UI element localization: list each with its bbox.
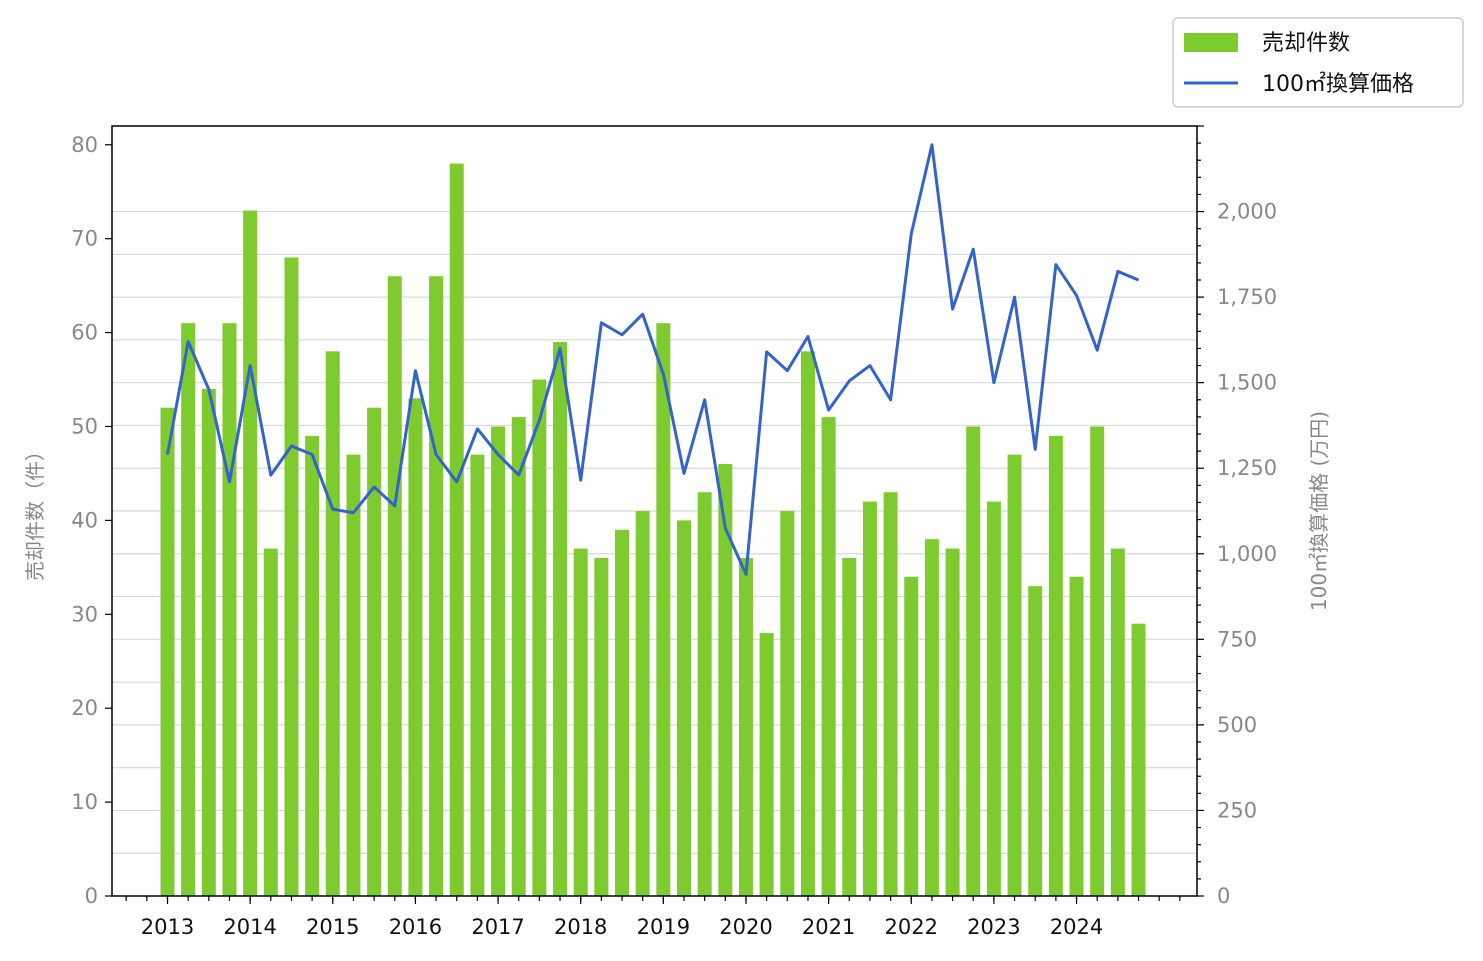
right-axis-label: 100㎡換算価格 (万円) (1307, 411, 1331, 611)
bar (263, 548, 278, 896)
legend-bar-swatch (1184, 33, 1238, 52)
left-axis: 0 10 20 30 40 50 60 70 80 (71, 133, 112, 908)
bar (387, 276, 402, 896)
right-tick-label: 500 (1217, 713, 1257, 737)
bar (429, 276, 444, 896)
bar (924, 539, 939, 896)
bar (986, 501, 1001, 896)
left-axis-label: 売却件数（件） (23, 441, 47, 581)
legend-line-label: 100㎡換算価格 (1262, 71, 1414, 97)
bar (615, 529, 630, 896)
right-tick-label: 250 (1217, 798, 1257, 822)
right-tick-label: 1,250 (1217, 456, 1277, 480)
bar (1069, 576, 1084, 896)
bar (532, 379, 547, 896)
left-tick-label: 80 (71, 133, 98, 157)
bar (904, 576, 919, 896)
x-tick-label: 2013 (141, 915, 194, 939)
bar (594, 557, 609, 896)
x-tick-label: 2024 (1050, 915, 1103, 939)
x-tick-label: 2018 (554, 915, 607, 939)
right-tick-label: 750 (1217, 627, 1257, 651)
bar (449, 163, 464, 896)
x-tick-label: 2022 (885, 915, 938, 939)
bar-series (160, 163, 1146, 897)
bar (780, 511, 795, 896)
bar (1007, 454, 1022, 896)
bar (697, 492, 712, 896)
x-tick-label: 2014 (223, 915, 276, 939)
right-axis: 0 250 500 750 1,000 1,250 1,500 1,750 2,000 (1197, 125, 1277, 908)
plot-frame (111, 125, 1198, 897)
right-tick-label: 1,500 (1217, 371, 1277, 395)
bar (635, 511, 650, 896)
bar (367, 407, 382, 896)
right-tick-label: 1,750 (1217, 285, 1277, 309)
right-tick-label: 1,000 (1217, 542, 1277, 566)
bar (284, 257, 299, 897)
x-tick-label: 2015 (306, 915, 359, 939)
left-tick-label: 70 (71, 227, 98, 251)
bar (325, 351, 340, 896)
bar (511, 417, 526, 896)
right-tick-label: 0 (1217, 884, 1230, 908)
x-tick-label: 2016 (389, 915, 442, 939)
bar (243, 210, 258, 896)
right-tick-label: 2,000 (1217, 200, 1277, 224)
bar (862, 501, 877, 896)
left-tick-label: 50 (71, 414, 98, 438)
left-tick-label: 20 (71, 696, 98, 720)
bar (677, 520, 691, 896)
left-tick-label: 40 (71, 508, 98, 532)
bar (945, 548, 960, 896)
left-tick-label: 0 (85, 884, 98, 908)
bar (883, 492, 898, 896)
bar (553, 341, 568, 897)
x-tick-label: 2021 (802, 915, 855, 939)
bar (842, 557, 857, 896)
bar (1090, 426, 1105, 896)
left-tick-label: 30 (71, 602, 98, 626)
bar (759, 633, 774, 896)
bar (470, 454, 485, 896)
bar (966, 426, 981, 896)
x-tick-label: 2019 (637, 915, 690, 939)
legend: 売却件数 100㎡換算価格 (1172, 17, 1464, 108)
x-tick-label: 2017 (471, 915, 524, 939)
bar (1028, 586, 1043, 896)
bar (160, 407, 175, 896)
bar (656, 323, 671, 896)
bar (800, 351, 815, 896)
bar (1131, 623, 1146, 896)
bar (491, 426, 506, 896)
left-tick-label: 60 (71, 321, 98, 345)
x-tick-label: 2023 (967, 915, 1020, 939)
bar (201, 388, 216, 896)
bar (573, 548, 588, 896)
bar (181, 323, 196, 896)
bar (305, 435, 320, 896)
bar (1110, 548, 1125, 896)
bar (346, 454, 361, 896)
bar (1048, 435, 1063, 896)
line-series (166, 143, 1140, 576)
bar (222, 323, 237, 896)
bar (718, 464, 733, 896)
legend-box (1172, 17, 1464, 108)
left-tick-label: 10 (71, 790, 98, 814)
x-tick-label: 2020 (719, 915, 772, 939)
bar (408, 398, 423, 896)
x-axis: 2013 2014 2015 2016 2017 2018 2019 2020 2021 2022… (125, 896, 1181, 939)
legend-bar-label: 売却件数 (1262, 31, 1350, 56)
price-line (166, 143, 1140, 576)
bar (821, 417, 836, 896)
bar (738, 557, 753, 896)
